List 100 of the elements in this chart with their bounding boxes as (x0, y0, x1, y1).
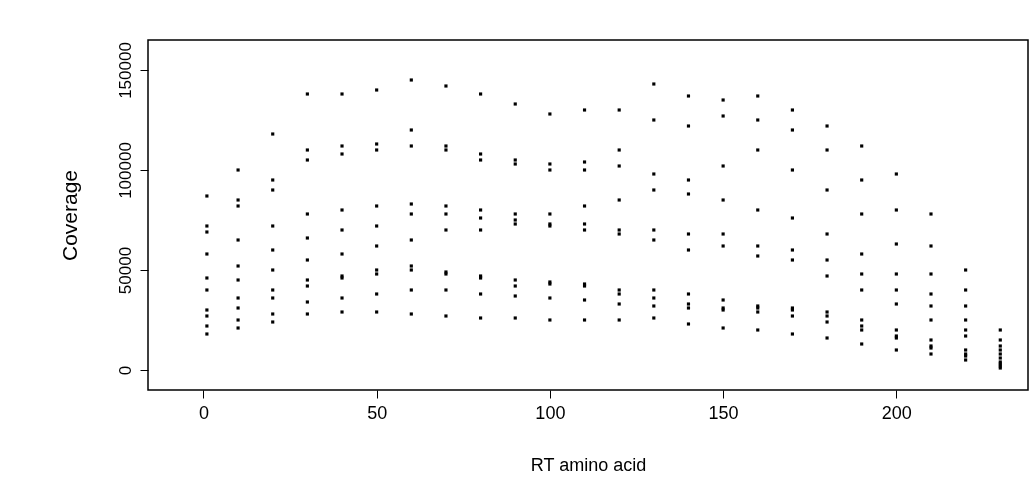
point (929, 338, 933, 342)
point (756, 148, 760, 152)
point (652, 118, 656, 122)
point (340, 296, 344, 300)
point (205, 332, 209, 336)
point (205, 324, 209, 328)
point (998, 338, 1002, 342)
point (894, 208, 898, 212)
point (271, 188, 275, 192)
point (375, 272, 379, 276)
point (756, 244, 760, 248)
x-axis-title: RT amino acid (530, 454, 647, 475)
point (513, 278, 517, 282)
point (513, 162, 517, 166)
point (860, 318, 864, 322)
point (582, 108, 587, 112)
point (860, 328, 864, 332)
point (825, 148, 829, 152)
point (305, 212, 309, 216)
point (721, 326, 725, 330)
point (409, 144, 413, 148)
point (894, 328, 898, 332)
point (236, 204, 240, 208)
point (860, 342, 864, 346)
x-tick-label: 150 (708, 402, 739, 423)
point (617, 232, 621, 236)
point (340, 310, 344, 314)
point (894, 242, 898, 246)
point (375, 310, 379, 314)
point (686, 124, 691, 128)
point (271, 320, 275, 324)
point (409, 238, 413, 242)
point (825, 274, 829, 278)
point (929, 292, 933, 296)
point (756, 310, 760, 314)
point (998, 328, 1002, 332)
point (305, 92, 309, 96)
point (825, 320, 829, 324)
point (375, 88, 379, 92)
point (860, 144, 864, 148)
point (205, 194, 209, 198)
point (998, 344, 1002, 348)
point (652, 238, 656, 242)
point (548, 168, 552, 172)
point (964, 304, 968, 308)
point (236, 238, 240, 242)
point (409, 212, 413, 216)
point (825, 310, 829, 314)
point (860, 252, 864, 256)
point (790, 248, 794, 252)
point (582, 298, 587, 302)
point (582, 160, 587, 164)
point (617, 302, 621, 306)
point (929, 318, 933, 322)
point (652, 296, 656, 300)
point (305, 148, 309, 152)
point (236, 168, 240, 172)
point (894, 288, 898, 292)
point (617, 318, 621, 322)
point (825, 124, 829, 128)
x-tick-label: 50 (367, 402, 388, 423)
point (548, 212, 552, 216)
point (929, 272, 933, 276)
point (652, 172, 656, 176)
point (686, 248, 691, 252)
point (513, 294, 517, 298)
point (617, 198, 621, 202)
point (721, 98, 725, 102)
point (686, 94, 691, 98)
point (444, 144, 448, 148)
point (686, 232, 691, 236)
point (790, 314, 794, 318)
point (860, 212, 864, 216)
point (375, 292, 379, 296)
point (721, 298, 725, 302)
point (444, 204, 448, 208)
point (582, 204, 587, 208)
point (271, 248, 275, 252)
point (790, 216, 794, 220)
point (444, 228, 448, 232)
point (409, 312, 413, 316)
point (548, 112, 552, 116)
point (721, 232, 725, 236)
point (721, 164, 725, 168)
point (375, 142, 379, 146)
point (686, 322, 691, 326)
point (964, 318, 968, 322)
point (617, 288, 621, 292)
point (409, 288, 413, 292)
point (205, 288, 209, 292)
point (340, 152, 344, 156)
point (236, 318, 240, 322)
point (305, 300, 309, 304)
point (340, 252, 344, 256)
point (236, 326, 240, 330)
point (894, 348, 898, 352)
y-tick-label: 150000 (115, 42, 135, 99)
point (205, 308, 209, 312)
point (271, 224, 275, 228)
point (479, 316, 483, 320)
